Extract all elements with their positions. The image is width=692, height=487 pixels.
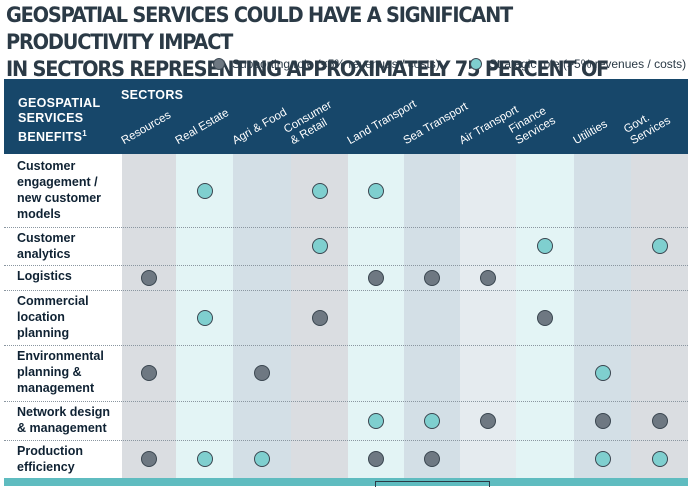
strategic-role-dot (651, 451, 668, 467)
legend-supporting: Supporting role (<5% revenues / costs) (213, 57, 440, 71)
benefits-header-line: GEOSPATIAL (18, 96, 101, 110)
benefit-label-line: Commercial (17, 294, 89, 308)
supporting-dot-icon (213, 58, 225, 70)
benefit-row-label: Customer engagement / new customer models (17, 158, 117, 222)
supporting-role-dot (424, 451, 440, 467)
benefit-label-line: efficiency (17, 460, 75, 474)
supporting-role-dot (368, 269, 384, 286)
supporting-role-dot (368, 451, 384, 467)
legend-supporting-label: Supporting role (<5% revenues / costs) (232, 57, 440, 71)
benefit-row-label: Environmental planning & management (17, 348, 117, 396)
benefits-header-line: BENEFITS1 (18, 126, 118, 145)
sector-column (404, 154, 460, 486)
strategic-role-dot (537, 238, 553, 254)
strategic-role-dot (311, 238, 328, 254)
sector-column (233, 154, 291, 486)
sector-column (348, 154, 404, 486)
row-divider (4, 401, 688, 403)
benefit-label-line: Production (17, 444, 83, 458)
sector-column (574, 154, 631, 486)
legend-strategic-label: Strategic role (>5% revenues / costs) (489, 57, 687, 71)
benefit-label-line: planning & (17, 365, 82, 379)
strategic-role-dot (196, 182, 213, 199)
legend-strategic: Strategic role (>5% revenues / costs) (470, 57, 686, 71)
bottom-accent-bar (4, 478, 688, 486)
strategic-role-dot (368, 412, 384, 429)
supporting-role-dot (651, 412, 668, 429)
supporting-role-dot (480, 269, 496, 286)
strategic-role-dot (196, 309, 213, 326)
benefit-row-label: Commercial location planning (17, 293, 117, 341)
benefit-label-line: planning (17, 326, 70, 340)
strategic-role-dot (651, 238, 668, 254)
supporting-role-dot (594, 412, 611, 429)
sector-column (631, 154, 688, 486)
strategic-role-dot (254, 451, 270, 467)
sector-column (460, 154, 516, 486)
benefit-label-line: & management (17, 421, 107, 435)
row-divider (4, 227, 688, 229)
benefit-label-line: models (17, 207, 61, 221)
table-header (4, 79, 688, 154)
row-divider (4, 345, 688, 347)
title-line-1: GEOSPATIAL SERVICES COULD HAVE A SIGNIFI… (6, 3, 513, 54)
benefit-label-line: Customer (17, 231, 76, 245)
benefit-row-label: Network design & management (17, 404, 117, 436)
supporting-role-dot (141, 365, 157, 381)
benefit-row-label: Logistics (17, 268, 117, 284)
sectors-header: SECTORS (121, 88, 184, 102)
strategic-role-dot (594, 365, 611, 381)
supporting-role-dot (537, 309, 553, 326)
benefit-label-line: Network design (17, 405, 111, 419)
row-divider (4, 290, 688, 292)
sector-column (122, 154, 176, 486)
benefits-header-line: SERVICES (18, 111, 84, 125)
benefit-row-label: Customer analytics (17, 230, 117, 262)
strategic-role-dot (368, 182, 384, 199)
row-divider (4, 265, 688, 267)
supporting-role-dot (480, 412, 496, 429)
strategic-role-dot (311, 182, 328, 199)
benefit-row-label: Production efficiency (17, 443, 117, 475)
strategic-role-dot (594, 451, 611, 467)
supporting-role-dot (141, 451, 157, 467)
supporting-role-dot (254, 365, 270, 381)
benefit-label-line: engagement / (17, 175, 98, 189)
benefit-label-line: analytics (17, 247, 71, 261)
benefit-label-line: Logistics (17, 269, 72, 283)
benefits-header-text: BENEFITS (18, 130, 83, 145)
benefit-label-line: management (17, 381, 95, 395)
benefits-header: GEOSPATIAL SERVICES BENEFITS1 (18, 96, 118, 145)
supporting-role-dot (311, 309, 328, 326)
benefit-label-line: Customer (17, 159, 76, 173)
benefit-label-line: location (17, 310, 65, 324)
supporting-role-dot (141, 269, 157, 286)
benefit-label-line: new customer (17, 191, 102, 205)
strategic-role-dot (196, 451, 213, 467)
strategic-role-dot (424, 412, 440, 429)
benefit-label-line: Environmental (17, 349, 104, 363)
strategic-dot-icon (470, 58, 482, 70)
row-divider (4, 440, 688, 442)
supporting-role-dot (424, 269, 440, 286)
bracket-mark (375, 481, 490, 487)
footnote-marker: 1 (82, 129, 87, 138)
